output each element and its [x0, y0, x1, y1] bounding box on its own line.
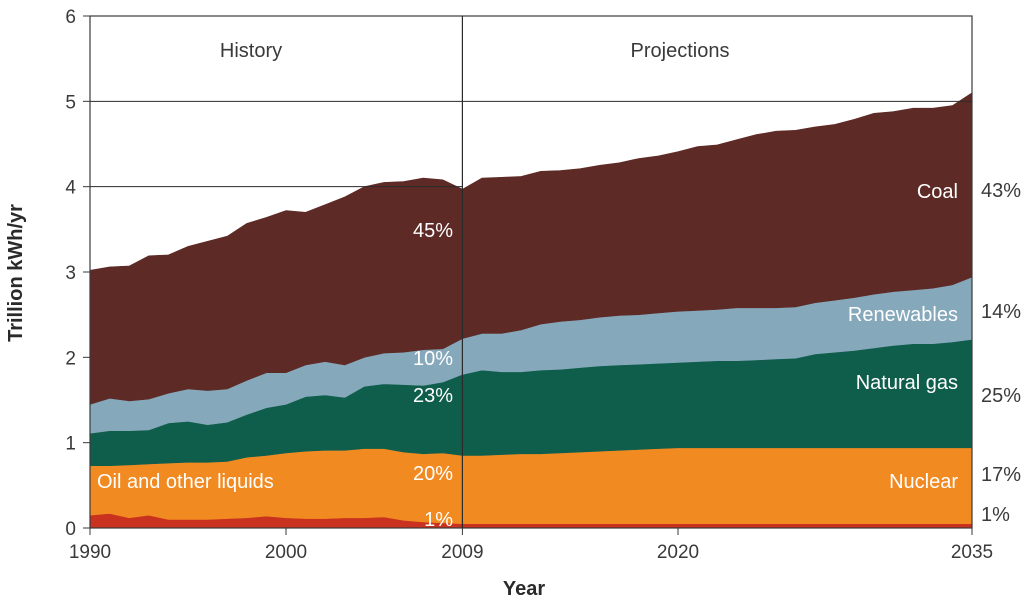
oil-label: Oil and other liquids	[97, 471, 274, 493]
natural-gas-share-2035: 25%	[981, 385, 1021, 407]
nuclear-share-2009: 20%	[413, 463, 453, 485]
y-tick-label: 1	[65, 434, 76, 455]
coal-share-2035: 43%	[981, 180, 1021, 202]
coal-share-2009: 45%	[413, 220, 453, 242]
gridlines	[90, 100, 972, 188]
nuclear-share-2035: 17%	[981, 464, 1021, 486]
x-tick-label: 2020	[657, 542, 699, 563]
oil-share-2035: 1%	[981, 504, 1010, 526]
history-label: History	[220, 40, 282, 62]
renewables-share-2035: 14%	[981, 301, 1021, 323]
stacked-areas	[89, 92, 973, 529]
oil-share-2009: 1%	[424, 509, 453, 531]
natural-gas-label: Natural gas	[856, 372, 958, 394]
y-tick-label: 0	[65, 519, 76, 540]
renewables-label: Renewables	[848, 304, 958, 326]
y-axis-title: Trillion kWh/yr	[5, 204, 27, 342]
y-tick-label: 3	[65, 263, 76, 284]
x-axis-ticks: 1990 2000 2009 2020 2035	[69, 528, 993, 563]
projections-label: Projections	[631, 40, 730, 62]
y-tick-label: 4	[65, 178, 76, 199]
y-axis-ticks: 0 1 2 3 4 5 6	[65, 7, 90, 540]
x-tick-label: 2000	[265, 542, 307, 563]
y-tick-label: 6	[65, 7, 76, 28]
x-tick-label: 2009	[441, 542, 483, 563]
y-tick-label: 2	[65, 348, 76, 369]
coal-label: Coal	[917, 181, 958, 203]
natural-gas-share-2009: 23%	[413, 385, 453, 407]
x-axis-title: Year	[503, 578, 545, 600]
renewables-share-2009: 10%	[413, 348, 453, 370]
nuclear-label: Nuclear	[889, 471, 958, 493]
y-tick-label: 5	[65, 92, 76, 113]
x-tick-label: 1990	[69, 542, 111, 563]
x-tick-label: 2035	[951, 542, 993, 563]
